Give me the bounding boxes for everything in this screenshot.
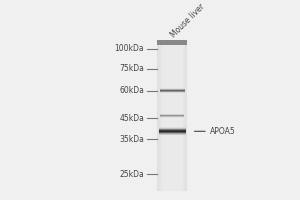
Bar — [169, 40, 176, 191]
Bar — [159, 133, 186, 134]
Text: APOA5: APOA5 — [209, 127, 235, 136]
Bar — [167, 40, 178, 191]
Text: 100kDa: 100kDa — [114, 44, 144, 53]
Text: 75kDa: 75kDa — [119, 64, 144, 73]
Bar — [164, 40, 181, 191]
Text: Mouse liver: Mouse liver — [169, 2, 207, 40]
Bar — [165, 40, 179, 191]
Bar — [158, 40, 187, 45]
Text: 45kDa: 45kDa — [119, 114, 144, 123]
Bar — [159, 127, 186, 128]
Bar — [159, 130, 186, 131]
Bar — [166, 40, 178, 191]
Bar — [166, 40, 179, 191]
Text: 25kDa: 25kDa — [119, 170, 144, 179]
Bar — [162, 40, 183, 191]
Bar — [164, 40, 180, 191]
Bar — [163, 40, 182, 191]
Bar — [170, 40, 175, 191]
Bar — [171, 40, 173, 191]
Bar — [168, 40, 176, 191]
Bar — [163, 40, 182, 191]
Bar — [159, 128, 186, 129]
Bar — [167, 40, 177, 191]
Bar — [159, 134, 186, 135]
Bar — [160, 40, 184, 191]
Bar — [159, 40, 185, 191]
Text: 35kDa: 35kDa — [119, 135, 144, 144]
Bar — [164, 40, 181, 191]
Bar — [169, 40, 176, 191]
Bar — [165, 40, 180, 191]
Bar — [172, 40, 173, 191]
Bar — [168, 40, 177, 191]
Bar — [158, 40, 187, 191]
Bar — [159, 131, 186, 132]
Bar — [162, 40, 182, 191]
Text: 60kDa: 60kDa — [119, 86, 144, 95]
Bar — [159, 129, 186, 130]
Bar — [161, 40, 183, 191]
Bar — [171, 40, 174, 191]
Bar — [159, 132, 186, 133]
Bar — [170, 40, 174, 191]
Bar — [161, 40, 184, 191]
Bar — [159, 40, 186, 191]
Bar — [169, 40, 175, 191]
Bar — [167, 40, 178, 191]
Bar — [160, 40, 185, 191]
